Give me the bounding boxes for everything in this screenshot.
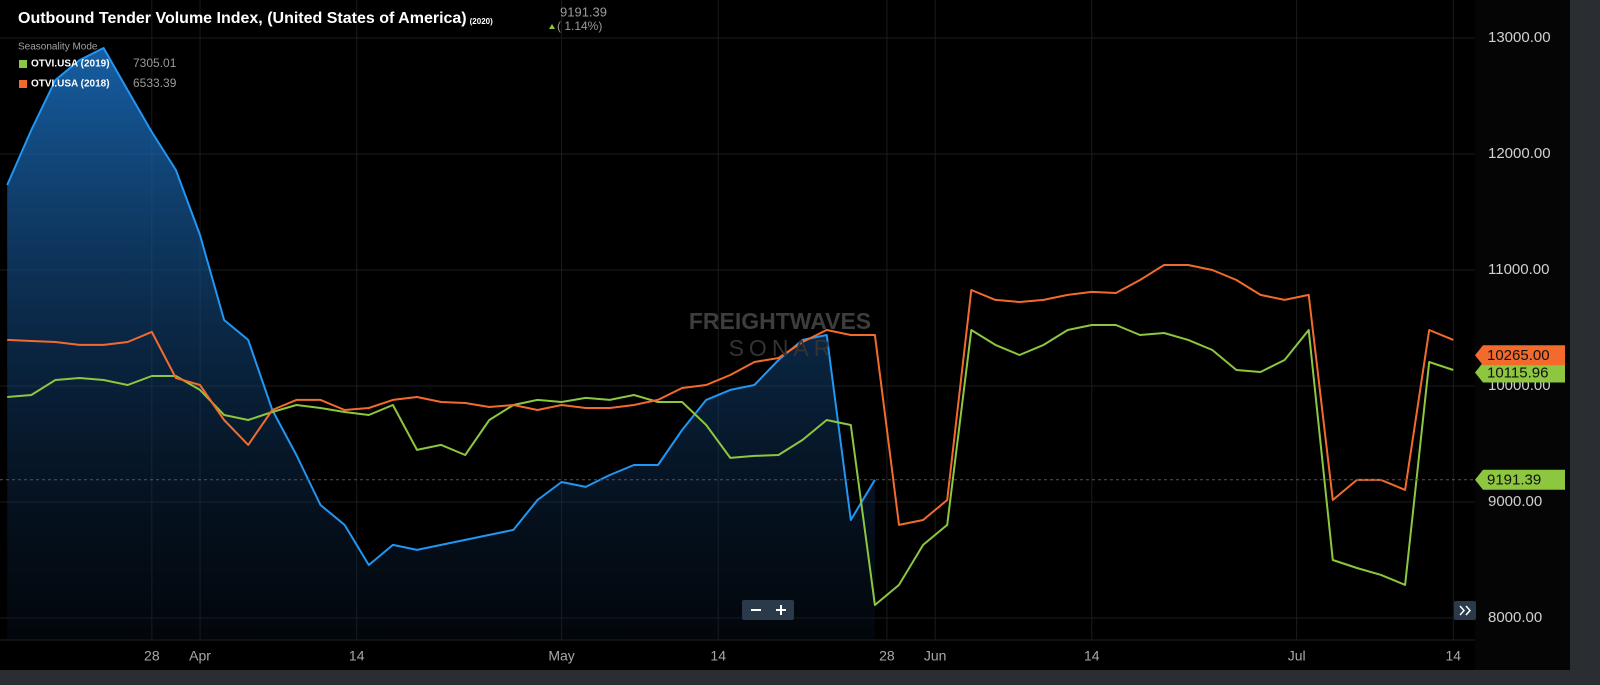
x-tick-label: Apr (189, 648, 211, 664)
legend-title: Seasonality Mode (18, 42, 98, 53)
up-arrow (549, 24, 555, 29)
scroll-button[interactable] (1454, 601, 1476, 620)
line (6, 47, 876, 566)
legend-value: 7305.01 (133, 56, 177, 70)
header-value: 9191.39 (560, 4, 607, 19)
line (7, 264, 1454, 526)
x-tick-label: 14 (710, 648, 726, 664)
chart-title: Outbound Tender Volume Index, (United St… (18, 10, 467, 27)
legend-swatch (19, 60, 27, 68)
watermark-text: SONAR (729, 335, 836, 361)
legend-value: 6533.39 (133, 76, 177, 90)
x-tick-label: 28 (144, 648, 160, 664)
x-tick-label: Jul (1288, 648, 1306, 664)
watermark-text: FREIGHTWAVES (689, 308, 871, 334)
scroll-icon (1465, 605, 1472, 616)
area (7, 48, 875, 640)
header-change: ( 1.14%) (557, 19, 602, 33)
price-badge (1475, 362, 1565, 383)
x-tick-label: 28 (879, 648, 895, 664)
y-tick-label: 9000.00 (1488, 493, 1542, 510)
y-axis-area (1475, 0, 1570, 670)
price-badge (1475, 469, 1565, 490)
price-badge-label: 10115.96 (1487, 365, 1548, 382)
y-tick-label: 12000.00 (1488, 145, 1551, 162)
price-badge-label: 9191.39 (1487, 472, 1541, 489)
x-tick-label: 14 (1446, 648, 1462, 664)
y-tick-label: 11000.00 (1488, 261, 1549, 278)
x-tick-label: 14 (349, 648, 365, 664)
line (7, 324, 1454, 606)
x-tick-label: Jun (924, 648, 947, 664)
legend-label: OTVI.USA (2018) (31, 79, 110, 90)
zoom-control[interactable] (742, 600, 794, 620)
x-tick-label: May (548, 648, 574, 664)
x-tick-label: 14 (1084, 648, 1100, 664)
price-badge (1475, 345, 1565, 366)
legend-swatch (19, 80, 27, 88)
y-tick-label: 8000.00 (1488, 609, 1542, 626)
title-tag: (2020) (470, 17, 493, 26)
watermark: FREIGHTWAVES SONAR (689, 308, 871, 361)
scroll-icon (1459, 605, 1466, 616)
chart: FREIGHTWAVES SONAR Outbound Tender Volum… (0, 0, 1570, 670)
zoom-bg (742, 600, 794, 620)
price-badge-label: 10265.00 (1487, 347, 1550, 364)
legend-label: OTVI.USA (2019) (31, 59, 110, 70)
y-tick-label: 13000.00 (1488, 29, 1551, 46)
